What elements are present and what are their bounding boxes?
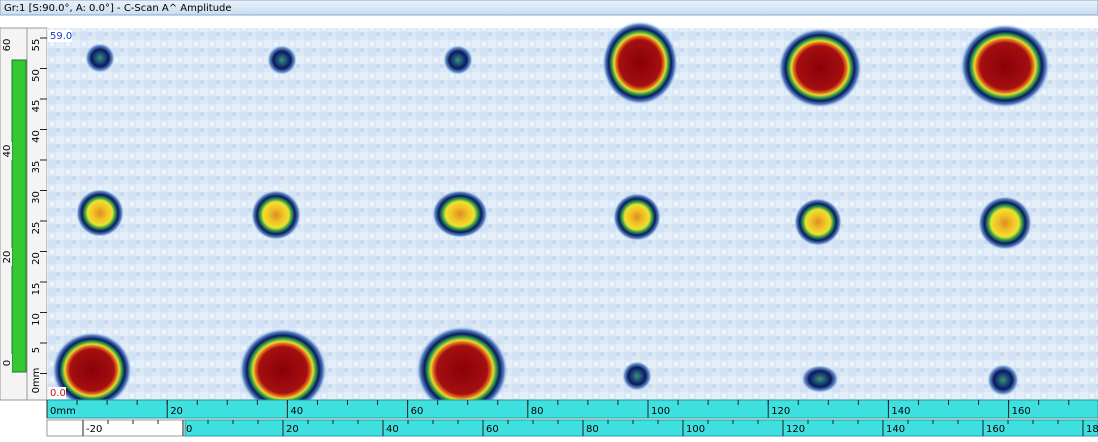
indication <box>267 45 297 75</box>
bottom-ruler-secondary <box>185 420 1098 436</box>
indication <box>778 28 862 108</box>
ruler-label: 55 <box>31 39 42 52</box>
ruler-label: 160 <box>1012 406 1031 417</box>
indication <box>443 45 473 75</box>
c-scan-window: Gr:1 [S:90.0°, A: 0.0°] - C-Scan A^ Ampl… <box>0 0 1098 438</box>
ruler-label: 15 <box>31 283 42 296</box>
ruler-label: 120 <box>786 424 805 435</box>
ruler-label: 160 <box>986 424 1005 435</box>
indication <box>251 190 301 240</box>
indication <box>960 24 1050 108</box>
ruler-label: 20 <box>31 252 42 265</box>
ruler-label: 40 <box>386 424 399 435</box>
ruler-label: 0mm <box>31 368 42 394</box>
indication <box>76 189 124 237</box>
ruler-label: 80 <box>531 406 544 417</box>
ruler-label: 40 <box>2 145 13 158</box>
indication <box>794 198 842 246</box>
ruler-label: 80 <box>586 424 599 435</box>
ruler-label: 45 <box>31 100 42 113</box>
ruler-label: 60 <box>2 39 13 52</box>
ruler-label: 20 <box>170 406 183 417</box>
ruler-label: 180 <box>1086 424 1098 435</box>
ruler-label: 0 <box>2 360 13 366</box>
ruler-label: 10 <box>31 313 42 326</box>
bottom-ruler-primary <box>47 400 1098 418</box>
ruler-label: 25 <box>31 222 42 235</box>
ruler-label: 60 <box>411 406 424 417</box>
indication <box>602 21 678 105</box>
ruler-label: 0mm <box>50 406 76 417</box>
indication <box>622 361 652 391</box>
ruler-label: 140 <box>891 406 910 417</box>
ruler-label: 140 <box>886 424 905 435</box>
indication <box>85 43 115 73</box>
ruler-label: 20 <box>2 251 13 264</box>
ruler-label: -20 <box>86 424 102 435</box>
gate-bar <box>12 60 26 372</box>
indication <box>613 193 661 241</box>
max-amplitude-label: 59.0 <box>50 31 72 42</box>
ruler-label: 100 <box>686 424 705 435</box>
indication <box>987 364 1019 396</box>
ruler-label: 30 <box>31 191 42 204</box>
ruler-label: 60 <box>486 424 499 435</box>
indication <box>801 365 839 393</box>
ruler-label: 120 <box>771 406 790 417</box>
ruler-label: 40 <box>290 406 303 417</box>
indication <box>432 190 488 238</box>
min-amplitude-label: 0.0 <box>50 388 66 399</box>
window-title: Gr:1 [S:90.0°, A: 0.0°] - C-Scan A^ Ampl… <box>4 3 232 14</box>
ruler-label: 50 <box>31 69 42 82</box>
ruler-label: 0 <box>186 424 192 435</box>
bottom-ruler-secondary-offset <box>47 420 185 436</box>
ruler-label: 40 <box>31 130 42 143</box>
ruler-label: 20 <box>286 424 299 435</box>
indication <box>978 196 1032 250</box>
ruler-label: 100 <box>651 406 670 417</box>
scan-image <box>47 28 1098 400</box>
ruler-label: 5 <box>31 347 42 353</box>
indication <box>239 328 327 412</box>
ruler-label: 35 <box>31 161 42 174</box>
